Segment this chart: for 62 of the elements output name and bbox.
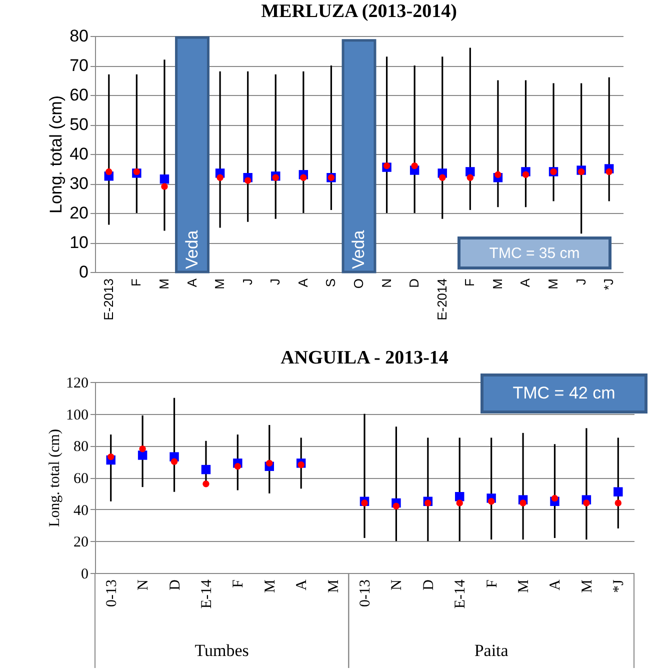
x-tick-label: *J <box>601 278 616 290</box>
annotation: TMC = 42 cm <box>512 384 616 402</box>
y-tick-label: 20 <box>74 534 88 551</box>
x-tick-label: D <box>167 579 184 590</box>
y-tick-label: 0 <box>79 262 88 282</box>
x-tick-label: S <box>323 278 338 288</box>
x-tick-label: F <box>462 278 478 286</box>
text: Paita <box>474 641 509 660</box>
x-tick-label: E-2014 <box>434 278 450 320</box>
x-tick-label: M <box>326 580 342 593</box>
x-tick-label: A <box>294 579 310 590</box>
y-axis-title: Long. total (cm) <box>46 95 66 214</box>
y-tick-label: 0 <box>81 566 88 582</box>
data-label: Veda <box>349 230 368 269</box>
x-tick-label: D <box>406 278 422 288</box>
x-tick-label: M <box>262 580 278 593</box>
x-tick-label: J <box>240 278 255 285</box>
y-tick-label: 40 <box>74 502 88 519</box>
y-tick-label: 80 <box>70 26 88 46</box>
x-tick-label: 0-13 <box>358 580 374 607</box>
x-tick-label: O <box>351 278 366 289</box>
x-tick-label: A <box>548 579 564 590</box>
x-tick-label: N <box>389 579 406 590</box>
y-tick-label: 120 <box>66 376 88 392</box>
chart-title: ANGUILA - 2013-14 <box>280 348 449 368</box>
y-tick-label: 60 <box>70 86 88 104</box>
y-tick-label: 50 <box>70 115 88 134</box>
x-tick-label: M <box>490 278 505 290</box>
x-tick-label: D <box>420 579 437 590</box>
x-tick-label: 0-13 <box>104 580 120 607</box>
y-tick-label: 60 <box>74 471 88 487</box>
chart-title: MERLUZA (2013-2014) <box>261 1 457 22</box>
x-tick-label: N <box>136 579 152 590</box>
x-tick-label: M <box>579 580 596 593</box>
x-tick-label: E-2013 <box>100 278 116 320</box>
y-tick-label: 40 <box>70 144 88 164</box>
x-tick-label: N <box>378 278 394 288</box>
y-tick-label: 10 <box>70 233 88 252</box>
x-tick-label: M <box>212 278 228 290</box>
x-tick-label: A <box>184 278 200 288</box>
x-tick-label: F <box>230 580 247 588</box>
x-tick-label: F <box>484 580 500 588</box>
x-tick-label: *J <box>611 579 628 593</box>
x-tick-label: A <box>518 278 533 288</box>
x-tick-label: E-14 <box>452 579 469 609</box>
x-tick-label: E-14 <box>198 579 215 609</box>
x-tick-label: J <box>268 278 283 285</box>
text: Tumbes <box>194 641 249 660</box>
annotation: TMC = 35 cm <box>489 245 580 262</box>
y-tick-label: 20 <box>70 204 88 222</box>
x-tick-label: A <box>295 278 310 288</box>
data-label: Veda <box>182 230 202 269</box>
y-tick-label: 100 <box>66 407 88 424</box>
x-tick-label: M <box>156 278 172 290</box>
x-tick-label: M <box>516 580 532 593</box>
y-tick-label: 80 <box>74 439 88 456</box>
x-tick-label: F <box>128 278 144 286</box>
y-tick-label: 30 <box>70 174 88 193</box>
x-tick-label: J <box>573 278 588 285</box>
y-tick-label: 70 <box>70 56 88 75</box>
x-tick-label: M <box>546 278 561 290</box>
y-axis-title: Long. total (cm) <box>47 429 63 527</box>
